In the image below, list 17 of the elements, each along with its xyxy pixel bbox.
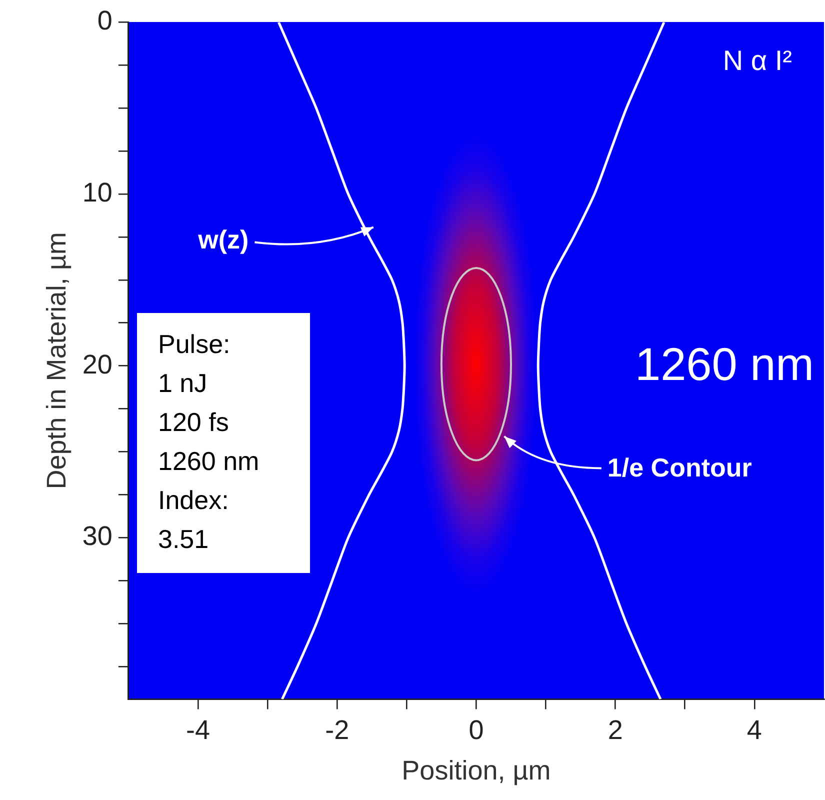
y-axis-title: Depth in Material, µm [42,232,72,490]
x-tick-label: 0 [468,714,484,745]
x-tick-label: 4 [746,714,762,745]
annotation: 1/e Contour [607,452,752,482]
y-tick-label: 30 [82,521,112,552]
x-axis-title: Position, µm [402,755,551,786]
y-tick-label: 20 [82,349,112,380]
y-tick-label: 10 [82,177,112,208]
x-tick-label: 2 [608,714,623,745]
x-tick-label: -4 [186,714,210,745]
annotation: N α I² [722,45,792,76]
line-series [277,22,406,700]
y-tick-label: 0 [97,6,112,36]
text-box: Pulse: 1 nJ 120 fs 1260 nm Index: 3.51 [137,313,310,573]
annotation: w(z) [197,224,249,254]
annotation: 1260 nm [634,338,814,390]
x-tick-label: -2 [325,714,350,745]
